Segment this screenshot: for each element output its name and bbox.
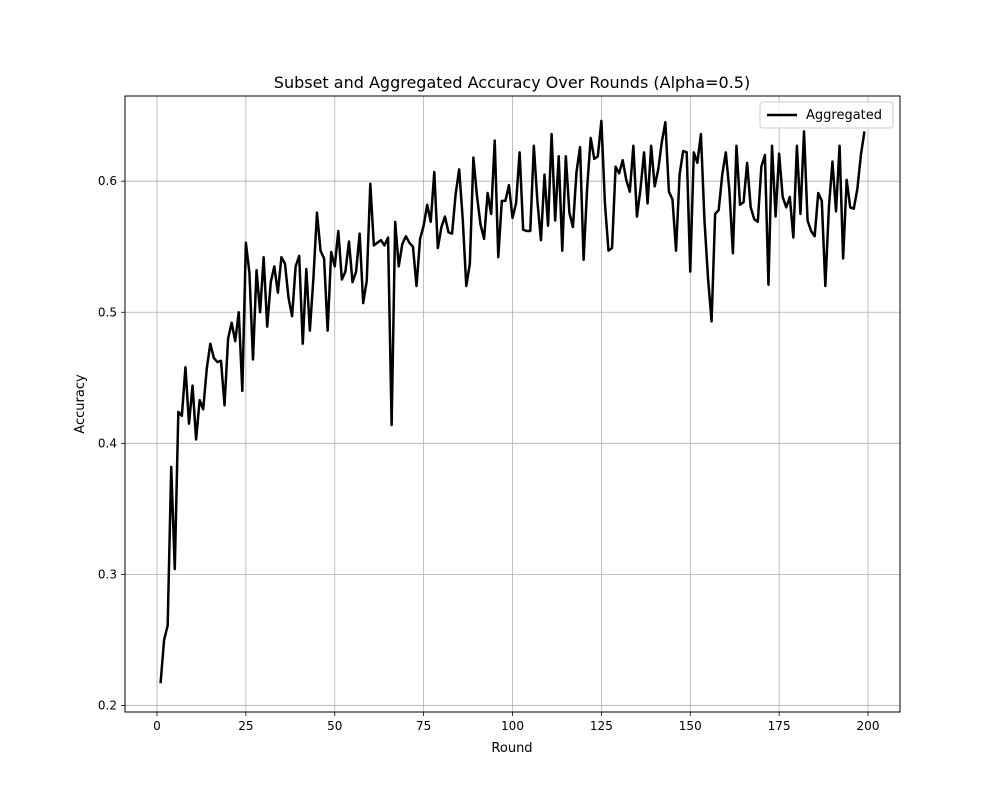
y-tick-label: 0.2: [98, 698, 117, 712]
y-tick-label: 0.3: [98, 567, 117, 581]
legend: Aggregated: [759, 101, 894, 129]
x-tick-label: 75: [416, 719, 431, 733]
x-tick-label: 150: [679, 719, 702, 733]
y-tick-label: 0.5: [98, 305, 117, 319]
x-tick-label: 0: [153, 719, 161, 733]
x-tick-label: 100: [501, 719, 524, 733]
series-line-aggregated: [159, 119, 866, 684]
legend-box: [759, 101, 894, 129]
x-tick-label: 50: [327, 719, 342, 733]
x-tick-label: 25: [238, 719, 253, 733]
x-tick-label: 125: [590, 719, 613, 733]
y-tick-label: 0.6: [98, 174, 117, 188]
y-axis-label: Accuracy: [73, 374, 88, 434]
x-axis-label: Round: [491, 741, 532, 756]
x-tick-label: 175: [768, 719, 791, 733]
x-tick-label: 200: [857, 719, 880, 733]
y-tick-label: 0.4: [98, 436, 117, 450]
legend-label-aggregated: Aggregated: [806, 108, 882, 123]
series-layer: [159, 119, 866, 684]
chart-title: Subset and Aggregated Accuracy Over Roun…: [274, 73, 750, 92]
grid-layer: [125, 96, 900, 712]
tick-layer: 0 25 50 75 100 125 150 175 200 0.2 0.3 0.4 0.5 0.6: [98, 174, 880, 733]
